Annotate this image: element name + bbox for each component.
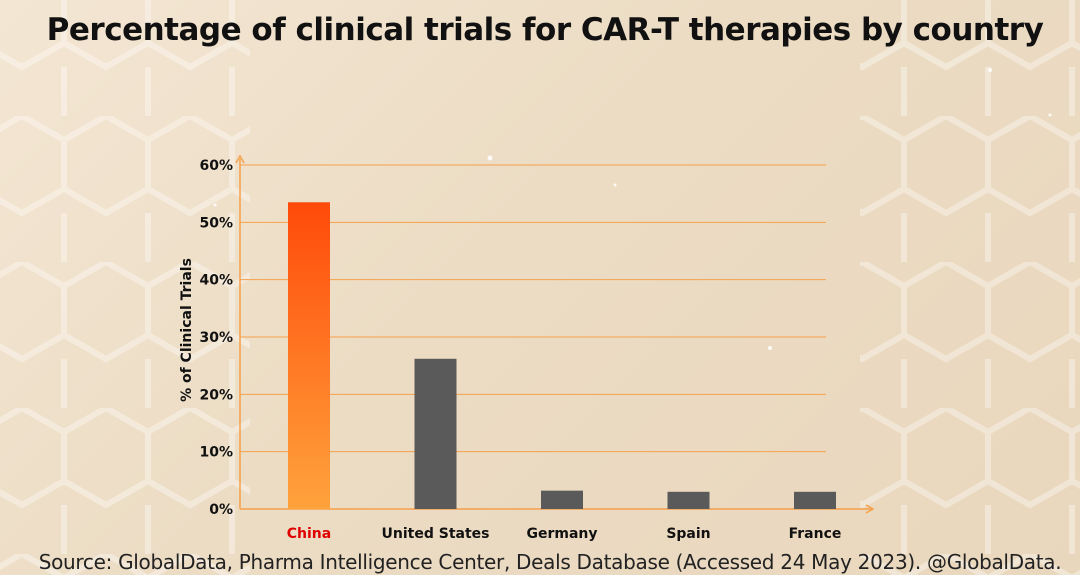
x-category-label: Germany [526,526,597,542]
chart-title: Percentage of clinical trials for CAR-T … [46,12,1044,48]
y-tick-label: 60% [199,158,233,174]
y-axis-label: % of Clinical Trials [179,258,195,402]
bar-china [288,202,330,509]
y-tick-label: 0% [209,502,233,518]
y-tick-label: 20% [199,387,233,403]
x-category-label: France [789,526,842,542]
x-category-label: China [287,526,331,542]
bar-spain [667,491,710,509]
y-axis-arrow [235,154,245,164]
bar-united-states [414,358,457,509]
bar-germany [541,490,583,509]
source-note: Source: GlobalData, Pharma Intelligence … [38,550,1062,574]
y-tick-label: 30% [199,330,233,346]
x-category-label: Spain [666,526,710,542]
x-axis-arrow [865,504,875,514]
y-tick-label: 10% [199,445,233,461]
x-category-label: United States [382,526,490,542]
y-tick-label: 40% [199,273,233,289]
bar-france [794,491,836,509]
y-tick-label: 50% [199,215,233,231]
